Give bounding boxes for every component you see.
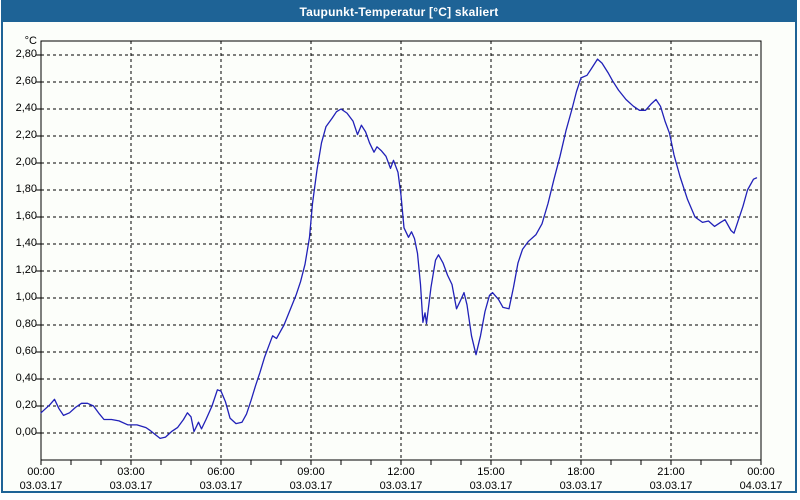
window-title: Taupunkt-Temperatur [°C] skaliert <box>299 5 499 19</box>
window-titlebar[interactable]: Taupunkt-Temperatur [°C] skaliert <box>3 2 795 22</box>
